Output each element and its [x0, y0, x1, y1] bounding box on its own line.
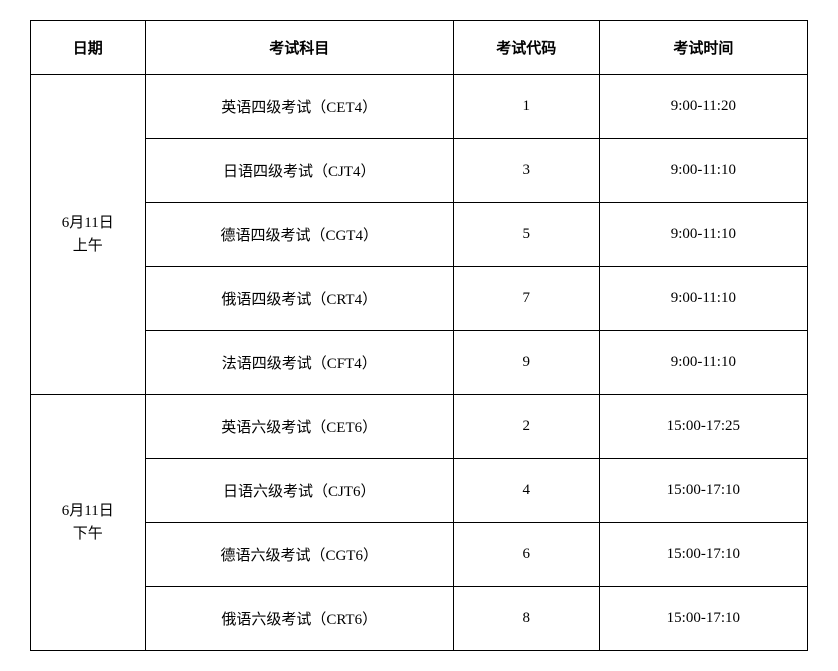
time-cell: 15:00-17:25 — [599, 395, 807, 459]
header-date: 日期 — [31, 21, 146, 75]
subject-cell: 俄语六级考试（CRT6） — [145, 587, 453, 651]
subject-cell: 英语六级考试（CET6） — [145, 395, 453, 459]
table-header-row: 日期 考试科目 考试代码 考试时间 — [31, 21, 808, 75]
date-cell-morning: 6月11日 上午 — [31, 75, 146, 395]
code-cell: 1 — [453, 75, 599, 139]
time-cell: 9:00-11:10 — [599, 203, 807, 267]
exam-schedule-table: 日期 考试科目 考试代码 考试时间 6月11日 上午 英语四级考试（CET4） … — [30, 20, 808, 651]
date-line2: 上午 — [73, 238, 103, 254]
table-row: 俄语四级考试（CRT4） 7 9:00-11:10 — [31, 267, 808, 331]
time-cell: 15:00-17:10 — [599, 523, 807, 587]
subject-cell: 日语六级考试（CJT6） — [145, 459, 453, 523]
code-cell: 8 — [453, 587, 599, 651]
table-row: 俄语六级考试（CRT6） 8 15:00-17:10 — [31, 587, 808, 651]
time-cell: 9:00-11:10 — [599, 267, 807, 331]
subject-cell: 英语四级考试（CET4） — [145, 75, 453, 139]
time-cell: 9:00-11:20 — [599, 75, 807, 139]
table-row: 德语四级考试（CGT4） 5 9:00-11:10 — [31, 203, 808, 267]
header-time: 考试时间 — [599, 21, 807, 75]
table-row: 日语四级考试（CJT4） 3 9:00-11:10 — [31, 139, 808, 203]
header-subject: 考试科目 — [145, 21, 453, 75]
table-row: 6月11日 上午 英语四级考试（CET4） 1 9:00-11:20 — [31, 75, 808, 139]
date-cell-afternoon: 6月11日 下午 — [31, 395, 146, 651]
subject-cell: 俄语四级考试（CRT4） — [145, 267, 453, 331]
subject-cell: 日语四级考试（CJT4） — [145, 139, 453, 203]
code-cell: 9 — [453, 331, 599, 395]
subject-cell: 法语四级考试（CFT4） — [145, 331, 453, 395]
time-cell: 15:00-17:10 — [599, 587, 807, 651]
code-cell: 6 — [453, 523, 599, 587]
table-row: 日语六级考试（CJT6） 4 15:00-17:10 — [31, 459, 808, 523]
code-cell: 3 — [453, 139, 599, 203]
table-row: 6月11日 下午 英语六级考试（CET6） 2 15:00-17:25 — [31, 395, 808, 459]
subject-cell: 德语四级考试（CGT4） — [145, 203, 453, 267]
code-cell: 2 — [453, 395, 599, 459]
table-row: 德语六级考试（CGT6） 6 15:00-17:10 — [31, 523, 808, 587]
date-line1: 6月11日 — [62, 215, 114, 231]
date-line1: 6月11日 — [62, 503, 114, 519]
time-cell: 9:00-11:10 — [599, 331, 807, 395]
time-cell: 15:00-17:10 — [599, 459, 807, 523]
subject-cell: 德语六级考试（CGT6） — [145, 523, 453, 587]
code-cell: 7 — [453, 267, 599, 331]
code-cell: 4 — [453, 459, 599, 523]
date-line2: 下午 — [73, 526, 103, 542]
header-code: 考试代码 — [453, 21, 599, 75]
code-cell: 5 — [453, 203, 599, 267]
table-row: 法语四级考试（CFT4） 9 9:00-11:10 — [31, 331, 808, 395]
time-cell: 9:00-11:10 — [599, 139, 807, 203]
